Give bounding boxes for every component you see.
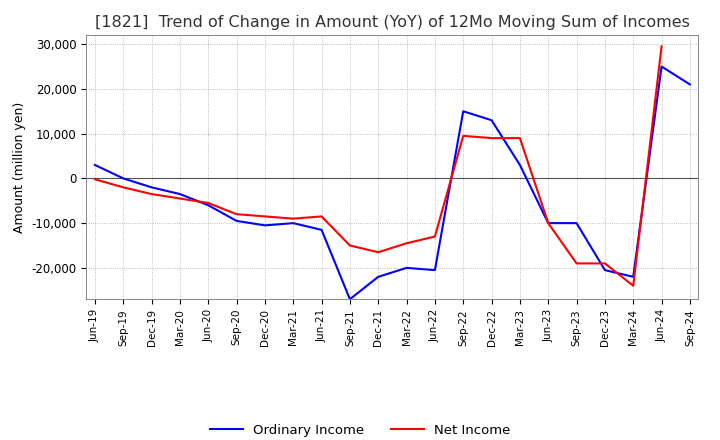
Ordinary Income bbox=[289, 220, 297, 226]
Net Income bbox=[657, 44, 666, 49]
Ordinary Income bbox=[346, 297, 354, 302]
Net Income bbox=[374, 249, 382, 255]
Net Income bbox=[204, 200, 212, 205]
Net Income bbox=[487, 136, 496, 141]
Ordinary Income bbox=[600, 268, 609, 273]
Net Income bbox=[572, 261, 581, 266]
Net Income bbox=[261, 214, 269, 219]
Ordinary Income bbox=[261, 223, 269, 228]
Net Income bbox=[91, 176, 99, 182]
Ordinary Income bbox=[233, 218, 241, 224]
Ordinary Income bbox=[318, 227, 326, 232]
Net Income bbox=[233, 212, 241, 217]
Net Income bbox=[431, 234, 439, 239]
Net Income bbox=[148, 191, 156, 197]
Ordinary Income bbox=[487, 117, 496, 123]
Title: [1821]  Trend of Change in Amount (YoY) of 12Mo Moving Sum of Incomes: [1821] Trend of Change in Amount (YoY) o… bbox=[95, 15, 690, 30]
Net Income bbox=[402, 241, 411, 246]
Ordinary Income bbox=[402, 265, 411, 271]
Ordinary Income bbox=[544, 220, 552, 226]
Ordinary Income bbox=[685, 82, 694, 87]
Net Income bbox=[119, 185, 127, 190]
Legend: Ordinary Income, Net Income: Ordinary Income, Net Income bbox=[204, 418, 516, 440]
Ordinary Income bbox=[431, 268, 439, 273]
Ordinary Income bbox=[572, 220, 581, 226]
Line: Net Income: Net Income bbox=[95, 46, 662, 286]
Net Income bbox=[346, 243, 354, 248]
Ordinary Income bbox=[204, 202, 212, 208]
Ordinary Income bbox=[657, 64, 666, 69]
Net Income bbox=[516, 136, 524, 141]
Y-axis label: Amount (million yen): Amount (million yen) bbox=[13, 102, 26, 233]
Ordinary Income bbox=[629, 274, 637, 279]
Ordinary Income bbox=[459, 109, 467, 114]
Ordinary Income bbox=[119, 176, 127, 181]
Net Income bbox=[318, 214, 326, 219]
Ordinary Income bbox=[148, 185, 156, 190]
Net Income bbox=[176, 196, 184, 201]
Net Income bbox=[629, 283, 637, 288]
Ordinary Income bbox=[91, 162, 99, 168]
Net Income bbox=[289, 216, 297, 221]
Net Income bbox=[544, 220, 552, 226]
Ordinary Income bbox=[176, 191, 184, 197]
Net Income bbox=[600, 261, 609, 266]
Net Income bbox=[459, 133, 467, 139]
Line: Ordinary Income: Ordinary Income bbox=[95, 66, 690, 299]
Ordinary Income bbox=[374, 274, 382, 279]
Ordinary Income bbox=[516, 162, 524, 168]
